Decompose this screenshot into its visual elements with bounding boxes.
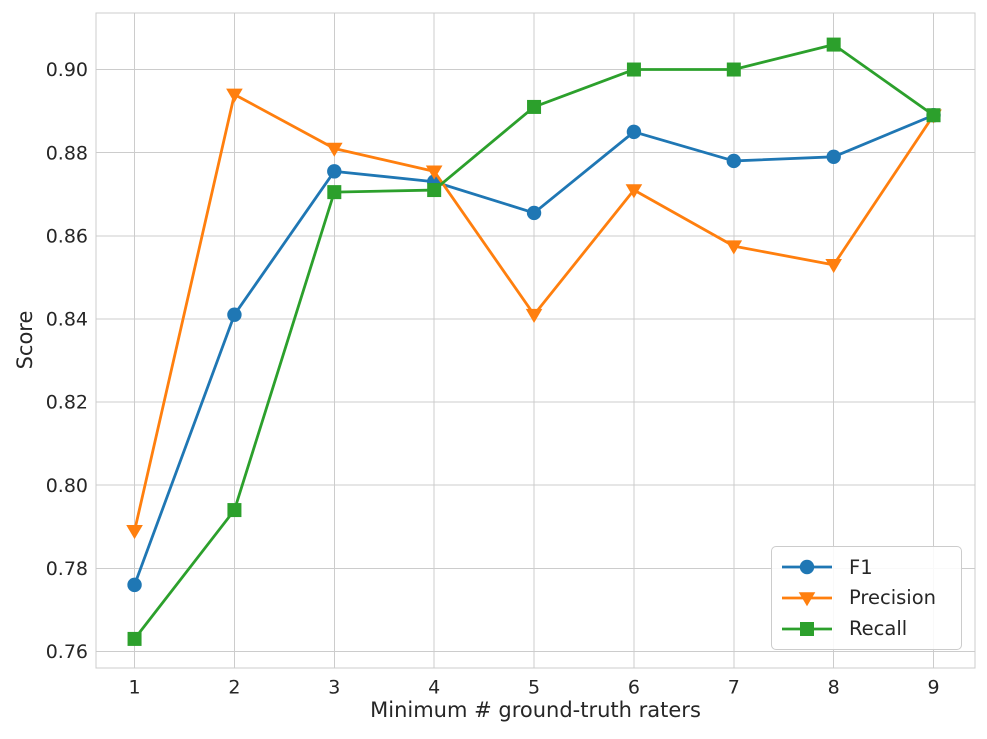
legend-sample-triangle-down [782,592,832,607]
y-tick-label: 0.78 [46,558,88,580]
circle-marker [799,560,815,575]
x-tick-label: 3 [328,677,340,699]
circle-marker [826,149,841,165]
circle-marker [327,164,342,179]
circle-marker [227,307,242,322]
triangle-down-marker [126,525,143,540]
square-marker [527,99,542,114]
y-tick-label: 0.82 [46,392,88,414]
triangle-down-marker [226,88,243,103]
y-tick-label: 0.76 [46,641,88,663]
legend-item-f1: F1 [781,556,955,578]
triangle-down-marker [825,259,842,274]
legend-sample-square [782,621,832,636]
x-tick-label: 4 [428,677,440,699]
circle-marker [127,577,142,593]
square-marker [127,631,142,646]
triangle-down-marker [525,308,543,324]
x-tick-label: 5 [528,677,540,699]
legend-sample-circle [782,560,832,575]
x-axis-label: Minimum # ground-truth raters [370,698,701,722]
y-tick-label: 0.90 [46,59,88,81]
circle-marker [726,153,742,169]
x-tick-label: 2 [228,677,240,699]
plot-border [95,12,976,669]
x-tick-label: 7 [728,677,740,699]
x-tick-label: 1 [129,677,141,699]
x-tick-label: 9 [928,677,940,699]
y-axis-label: Score [13,310,37,370]
square-marker [427,183,442,198]
legend-label: Recall [849,616,908,640]
triangle-down-marker [725,240,743,255]
square-marker [626,62,641,77]
square-marker [227,503,242,518]
legend-label: Precision [849,586,937,610]
circle-marker [626,124,642,140]
y-tick-label: 0.88 [46,142,88,164]
legend-item-precision: Precision [781,587,955,609]
square-marker [327,185,342,200]
square-marker [826,37,841,52]
triangle-down-marker [625,184,643,199]
y-tick-label: 0.80 [46,475,88,497]
legend: F1 Precision Recall [771,546,962,650]
triangle-down-marker [425,165,443,180]
square-marker [800,621,814,636]
square-marker [926,108,941,123]
x-tick-label: 8 [828,677,840,699]
y-tick-label: 0.84 [46,309,88,331]
y-tick-label: 0.86 [46,225,88,247]
legend-item-recall: Recall [781,618,955,640]
x-tick-label: 6 [628,677,640,699]
triangle-down-marker [798,592,816,607]
square-marker [726,62,741,77]
triangle-down-marker [326,142,343,157]
circle-marker [526,205,542,221]
legend-label: F1 [849,555,873,579]
